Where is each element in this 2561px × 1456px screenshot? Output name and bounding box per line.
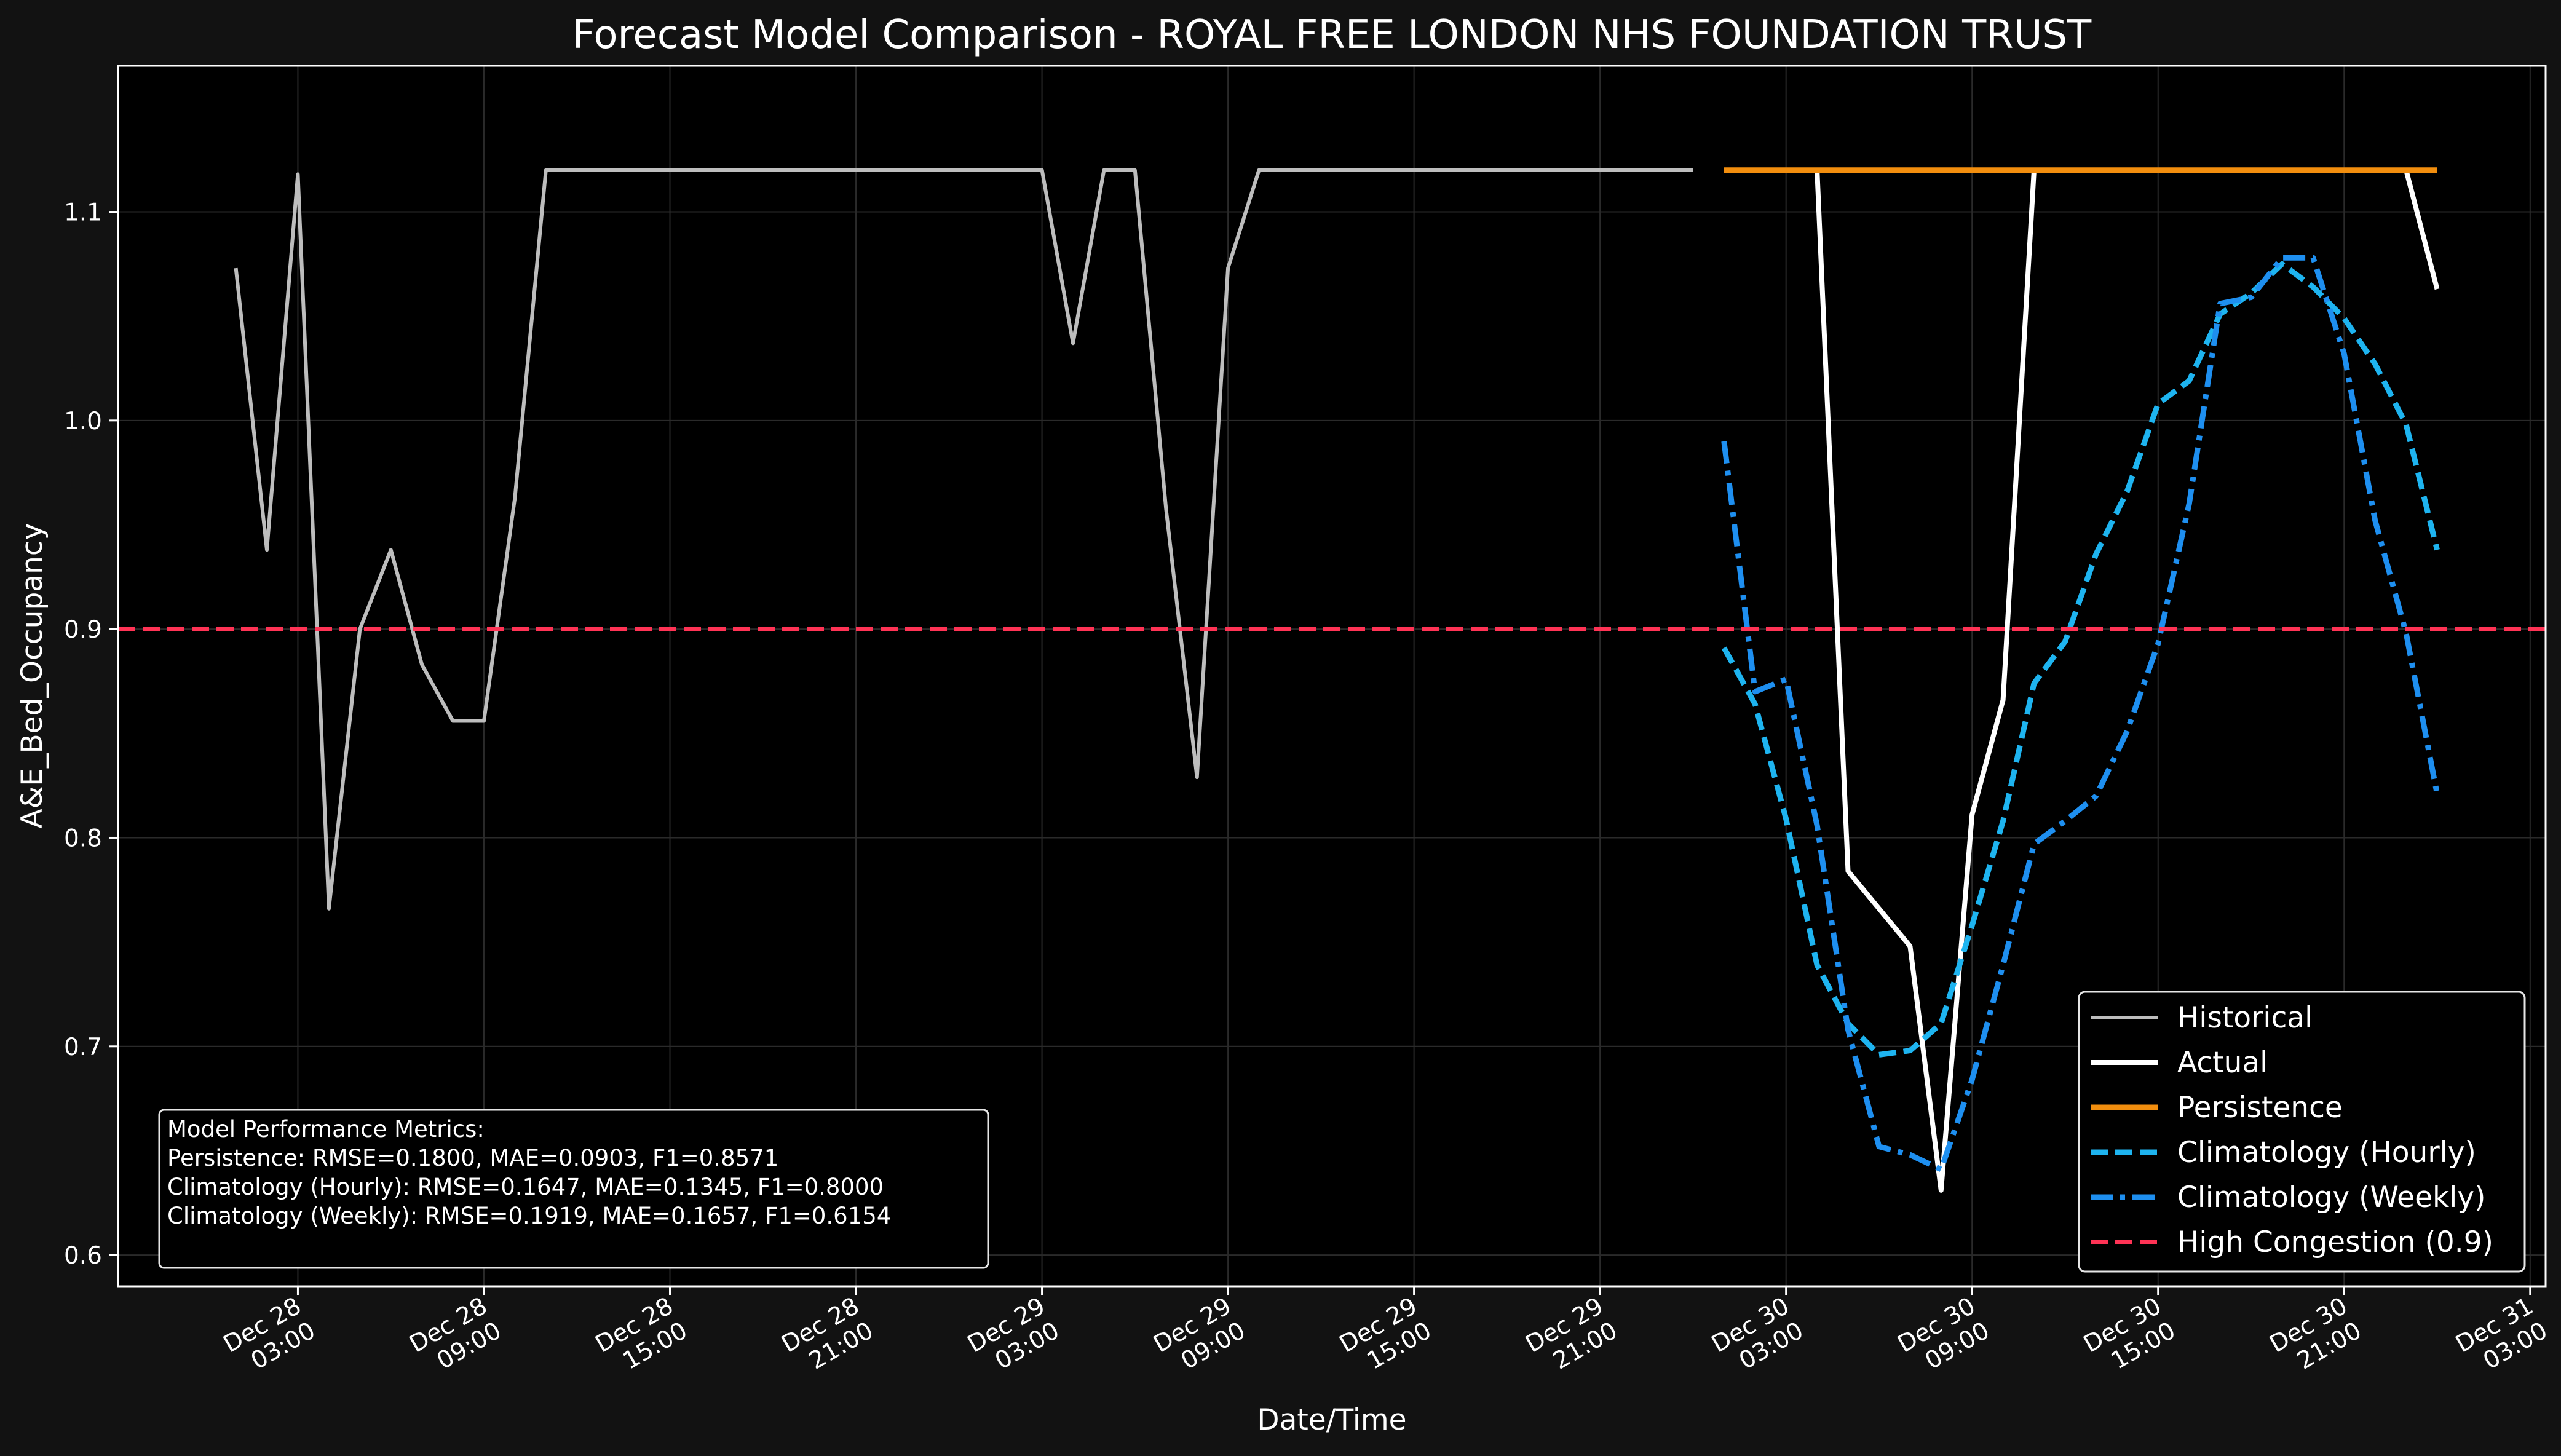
metrics-line-climatology-hourly: Climatology (Hourly): RMSE=0.1647, MAE=0… bbox=[167, 1174, 884, 1200]
legend-items: Historical Actual Persistence Climatology (… bbox=[2091, 1001, 2493, 1259]
legend-label-high-congestion-0-9: High Congestion (0.9) bbox=[2177, 1225, 2493, 1259]
legend-label-actual: Actual bbox=[2177, 1046, 2268, 1080]
legend-label-persistence: Persistence bbox=[2177, 1091, 2343, 1125]
plot-frame bbox=[117, 65, 2547, 1288]
legend-label-climatology-weekly: Climatology (Weekly) bbox=[2177, 1181, 2485, 1214]
y-tick-label: 1.1 bbox=[64, 199, 102, 227]
y-tick-label: 0.9 bbox=[64, 616, 102, 644]
series-line-climatology-hourly bbox=[1721, 261, 2440, 1058]
y-tick-label: 0.6 bbox=[64, 1242, 102, 1270]
series-line-historical bbox=[234, 168, 1693, 911]
legend-label-climatology-hourly: Climatology (Hourly) bbox=[2177, 1136, 2476, 1169]
x-axis-label: Date/Time bbox=[1257, 1403, 1406, 1437]
metrics-line-climatology-weekly: Climatology (Weekly): RMSE=0.1919, MAE=0… bbox=[167, 1203, 891, 1229]
metrics-title: Model Performance Metrics: bbox=[167, 1116, 485, 1142]
y-tick-label: 0.7 bbox=[64, 1034, 102, 1061]
legend: Historical Actual Persistence Climatology (… bbox=[2078, 991, 2526, 1273]
chart-title: Forecast Model Comparison - ROYAL FREE L… bbox=[572, 12, 2092, 58]
y-tick-label: 0.8 bbox=[64, 825, 102, 852]
series-layer bbox=[118, 167, 2546, 1193]
y-tick-label: 1.0 bbox=[64, 408, 102, 435]
legend-frame bbox=[2078, 991, 2526, 1273]
y-axis-label: A&E_Bed_Occupancy bbox=[15, 523, 49, 828]
metrics-box-frame bbox=[158, 1109, 989, 1269]
metrics-box: Model Performance Metrics: Persistence: … bbox=[158, 1109, 989, 1269]
legend-label-historical: Historical bbox=[2177, 1001, 2313, 1035]
y-axis-ticks: 0.6 0.7 0.8 0.9 1.0 1.1 bbox=[64, 199, 118, 1270]
series-line-climatology-weekly bbox=[1721, 255, 2440, 1173]
metrics-line-persistence: Persistence: RMSE=0.1800, MAE=0.0903, F1… bbox=[167, 1145, 778, 1171]
